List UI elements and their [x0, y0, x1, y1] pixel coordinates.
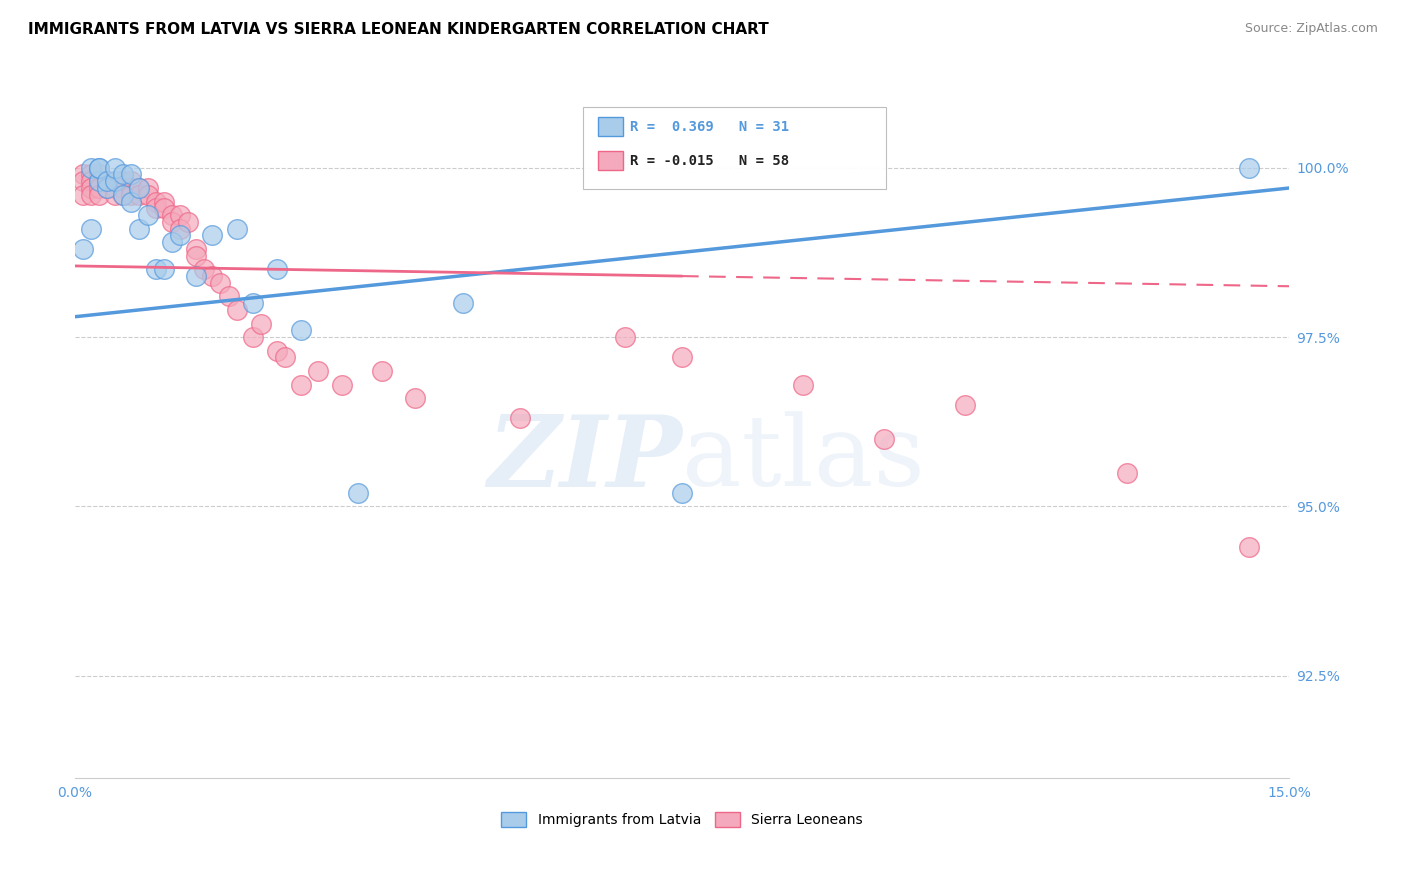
- Point: [201, 228, 224, 243]
- Point: [242, 330, 264, 344]
- Point: [1237, 161, 1260, 175]
- Point: [307, 364, 329, 378]
- Point: [792, 377, 814, 392]
- Point: [136, 208, 159, 222]
- Point: [104, 174, 127, 188]
- Point: [87, 181, 110, 195]
- Point: [873, 432, 896, 446]
- Point: [128, 181, 150, 195]
- Point: [671, 351, 693, 365]
- Point: [330, 377, 353, 392]
- Point: [453, 296, 475, 310]
- Point: [1237, 540, 1260, 554]
- Text: ZIP: ZIP: [486, 411, 682, 508]
- Point: [404, 391, 426, 405]
- Point: [136, 181, 159, 195]
- Point: [509, 411, 531, 425]
- Point: [225, 303, 247, 318]
- Point: [193, 262, 215, 277]
- Point: [136, 187, 159, 202]
- Point: [160, 215, 183, 229]
- Point: [186, 249, 208, 263]
- Point: [112, 187, 135, 202]
- Point: [87, 161, 110, 175]
- Point: [80, 161, 103, 175]
- Legend: Immigrants from Latvia, Sierra Leoneans: Immigrants from Latvia, Sierra Leoneans: [496, 807, 868, 833]
- Point: [169, 208, 191, 222]
- Point: [242, 296, 264, 310]
- Point: [120, 181, 142, 195]
- Point: [120, 187, 142, 202]
- Point: [72, 174, 94, 188]
- Point: [347, 486, 370, 500]
- Point: [104, 187, 127, 202]
- Text: R =  0.369   N = 31: R = 0.369 N = 31: [630, 120, 789, 134]
- Point: [186, 269, 208, 284]
- Point: [290, 323, 312, 337]
- Point: [160, 235, 183, 250]
- Point: [72, 242, 94, 256]
- Point: [128, 221, 150, 235]
- Point: [274, 351, 297, 365]
- Point: [96, 181, 118, 195]
- Point: [145, 202, 167, 216]
- Point: [87, 174, 110, 188]
- Point: [87, 174, 110, 188]
- Point: [72, 187, 94, 202]
- Point: [201, 269, 224, 284]
- Point: [120, 194, 142, 209]
- Point: [186, 242, 208, 256]
- Point: [250, 317, 273, 331]
- Point: [955, 398, 977, 412]
- Point: [112, 181, 135, 195]
- Point: [96, 181, 118, 195]
- Point: [80, 168, 103, 182]
- Point: [128, 181, 150, 195]
- Point: [96, 174, 118, 188]
- Point: [371, 364, 394, 378]
- Point: [87, 161, 110, 175]
- Point: [80, 221, 103, 235]
- Point: [1116, 466, 1139, 480]
- Point: [112, 174, 135, 188]
- Point: [209, 276, 232, 290]
- Point: [169, 228, 191, 243]
- Point: [112, 187, 135, 202]
- Text: IMMIGRANTS FROM LATVIA VS SIERRA LEONEAN KINDERGARTEN CORRELATION CHART: IMMIGRANTS FROM LATVIA VS SIERRA LEONEAN…: [28, 22, 769, 37]
- Point: [671, 486, 693, 500]
- Point: [112, 168, 135, 182]
- Point: [120, 174, 142, 188]
- Point: [169, 221, 191, 235]
- Point: [120, 168, 142, 182]
- Point: [266, 343, 288, 358]
- Point: [152, 194, 174, 209]
- Point: [80, 187, 103, 202]
- Point: [87, 168, 110, 182]
- Point: [87, 187, 110, 202]
- Point: [152, 202, 174, 216]
- Point: [80, 174, 103, 188]
- Point: [72, 168, 94, 182]
- Point: [614, 330, 637, 344]
- Text: atlas: atlas: [682, 412, 925, 508]
- Point: [160, 208, 183, 222]
- Point: [80, 181, 103, 195]
- Point: [225, 221, 247, 235]
- Point: [96, 174, 118, 188]
- Text: R = -0.015   N = 58: R = -0.015 N = 58: [630, 153, 789, 168]
- Point: [177, 215, 200, 229]
- Point: [104, 161, 127, 175]
- Point: [218, 289, 240, 303]
- Text: Source: ZipAtlas.com: Source: ZipAtlas.com: [1244, 22, 1378, 36]
- Point: [290, 377, 312, 392]
- Point: [152, 262, 174, 277]
- Point: [104, 181, 127, 195]
- Point: [145, 194, 167, 209]
- Point: [128, 187, 150, 202]
- Point: [145, 262, 167, 277]
- Point: [266, 262, 288, 277]
